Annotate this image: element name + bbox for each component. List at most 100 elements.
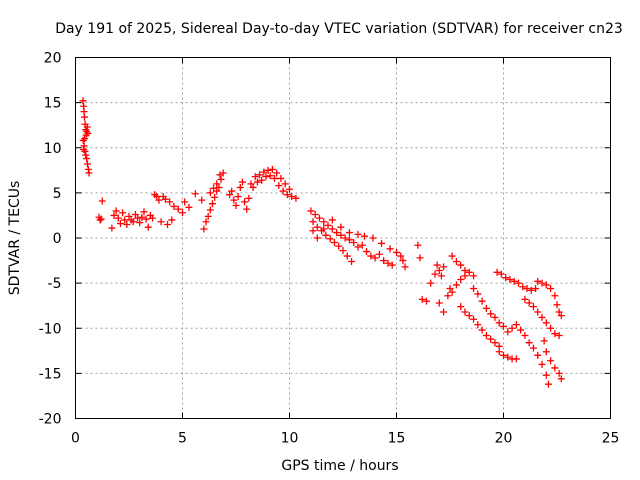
data-point xyxy=(504,353,512,361)
data-point xyxy=(161,195,169,203)
data-point xyxy=(523,285,531,293)
data-point xyxy=(243,205,251,213)
data-point xyxy=(538,279,546,287)
data-point xyxy=(435,266,443,274)
data-point xyxy=(234,192,242,200)
y-axis-title: SDTVAR / TECUs xyxy=(7,181,23,296)
y-tick-label: 5 xyxy=(53,186,62,202)
data-point xyxy=(330,239,338,247)
data-point xyxy=(457,303,465,311)
data-point xyxy=(371,254,379,262)
data-point xyxy=(155,196,163,204)
data-point xyxy=(358,241,366,249)
data-point xyxy=(461,308,469,316)
data-point xyxy=(129,218,137,226)
data-point xyxy=(116,220,124,228)
data-point xyxy=(482,331,490,339)
data-point xyxy=(136,219,144,227)
data-point xyxy=(555,369,563,377)
y-tick-label: -5 xyxy=(48,276,62,292)
data-point xyxy=(215,183,223,191)
data-point xyxy=(144,223,152,231)
data-point xyxy=(217,175,225,183)
data-point xyxy=(525,339,533,347)
chart-title: Day 191 of 2025, Sidereal Day-to-day VTE… xyxy=(55,21,623,37)
data-point xyxy=(206,189,214,197)
data-point xyxy=(401,263,409,271)
data-point xyxy=(258,176,266,184)
data-point xyxy=(544,380,552,388)
data-point xyxy=(97,215,105,223)
data-point xyxy=(386,245,394,253)
data-point xyxy=(125,212,133,220)
data-point xyxy=(311,211,319,219)
data-point xyxy=(322,231,330,239)
data-point xyxy=(508,324,516,332)
data-point xyxy=(542,348,550,356)
data-point xyxy=(181,198,189,206)
data-point xyxy=(202,218,210,226)
data-point xyxy=(431,270,439,278)
data-point xyxy=(313,234,321,242)
data-point xyxy=(534,351,542,359)
x-tick-label: 5 xyxy=(178,431,187,447)
data-point xyxy=(350,239,358,247)
data-point xyxy=(262,173,270,181)
data-point xyxy=(166,198,174,206)
x-tick-label: 0 xyxy=(71,431,80,447)
data-point xyxy=(542,319,550,327)
data-point xyxy=(185,203,193,211)
data-point xyxy=(142,215,150,223)
data-point xyxy=(519,283,527,291)
data-point xyxy=(268,165,276,173)
data-point xyxy=(309,218,317,226)
data-point xyxy=(96,216,104,224)
data-point xyxy=(375,250,383,258)
data-point xyxy=(228,187,236,195)
y-tick-label: 0 xyxy=(53,231,62,247)
data-point xyxy=(83,123,91,131)
data-point xyxy=(457,261,465,269)
data-point xyxy=(418,295,426,303)
x-tick-label: 10 xyxy=(281,431,299,447)
data-point xyxy=(307,207,315,215)
data-point xyxy=(335,242,343,250)
data-point xyxy=(360,232,368,240)
data-point xyxy=(84,129,92,137)
data-point xyxy=(326,235,334,243)
data-point xyxy=(517,326,525,334)
data-point xyxy=(465,268,473,276)
data-point xyxy=(493,268,501,276)
data-point xyxy=(131,211,139,219)
data-point xyxy=(367,252,375,260)
data-point xyxy=(474,290,482,298)
data-point xyxy=(534,277,542,285)
data-points xyxy=(79,97,565,388)
data-point xyxy=(271,174,279,182)
data-point xyxy=(474,321,482,329)
data-point xyxy=(80,146,88,154)
data-point xyxy=(168,216,176,224)
data-point xyxy=(422,297,430,305)
data-point xyxy=(315,214,323,222)
data-point xyxy=(313,223,321,231)
data-point xyxy=(470,315,478,323)
data-point xyxy=(273,169,281,177)
data-point xyxy=(245,194,253,202)
data-point xyxy=(348,257,356,265)
data-point xyxy=(264,166,272,174)
y-tick-label: 10 xyxy=(44,141,62,157)
data-point xyxy=(249,183,257,191)
data-point xyxy=(542,281,550,289)
data-point xyxy=(500,351,507,359)
data-point xyxy=(437,272,445,280)
data-point xyxy=(491,313,499,321)
data-point xyxy=(491,339,499,347)
data-point xyxy=(538,360,546,368)
data-point xyxy=(514,279,522,287)
data-point xyxy=(557,375,565,383)
data-point xyxy=(547,324,555,332)
data-point xyxy=(482,304,490,312)
data-point xyxy=(279,187,287,195)
data-point xyxy=(292,194,300,202)
